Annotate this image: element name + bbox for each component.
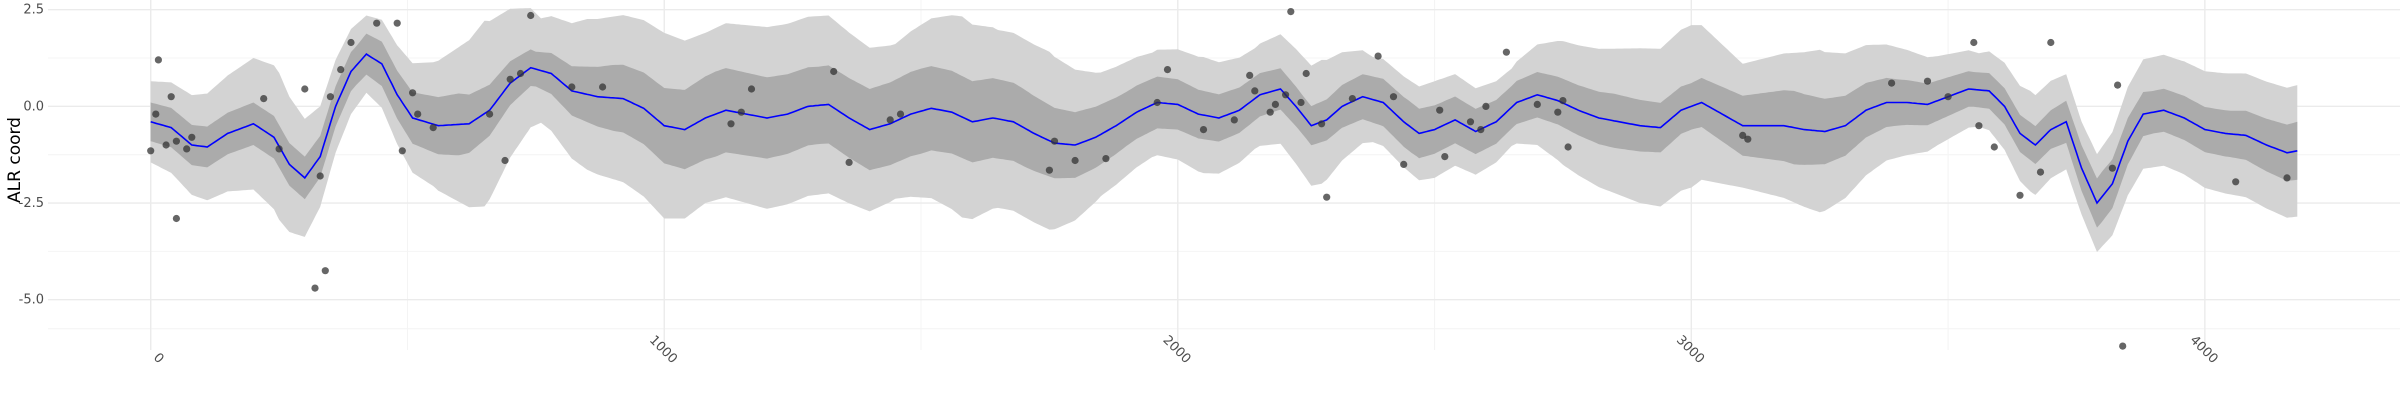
data-point (527, 11, 535, 20)
data-point (2016, 191, 2024, 199)
data-point (409, 89, 417, 97)
data-point (830, 67, 838, 76)
data-point (2108, 164, 2116, 172)
y-axis-title: ALR coord (5, 117, 25, 203)
y-tick-label: 0.0 (23, 99, 44, 114)
data-point (1271, 100, 1279, 108)
data-point (147, 147, 155, 155)
data-point (516, 69, 525, 78)
data-point (1282, 91, 1290, 99)
data-point (260, 95, 268, 103)
data-point (1739, 131, 1747, 139)
data-point (1050, 137, 1059, 145)
data-point (398, 147, 406, 155)
data-point (896, 110, 905, 118)
data-point (1441, 153, 1449, 161)
data-point (2232, 178, 2240, 186)
data-point (1923, 77, 1932, 85)
data-point (393, 19, 401, 27)
data-point (167, 93, 175, 101)
data-point (501, 156, 509, 165)
data-point (311, 284, 319, 292)
data-point (1199, 126, 1208, 134)
data-point (845, 158, 853, 166)
data-point (172, 214, 180, 223)
data-point (2119, 342, 2127, 350)
data-point (1970, 38, 1978, 47)
data-point (1071, 156, 1079, 165)
data-point (1559, 97, 1567, 105)
y-tick-label: 2.5 (23, 3, 44, 18)
data-point (1744, 135, 1752, 143)
data-point (275, 145, 283, 153)
data-point (1163, 66, 1172, 74)
data-point (737, 108, 745, 116)
data-point (1564, 143, 1572, 151)
data-point (301, 85, 309, 93)
data-point (1251, 87, 1259, 95)
data-point (1533, 100, 1541, 108)
data-point (1554, 108, 1562, 116)
data-point (2036, 168, 2045, 176)
data-point (1153, 98, 1161, 107)
data-point (506, 75, 514, 83)
data-point (1502, 48, 1510, 56)
data-point (1944, 93, 1952, 101)
data-point (1466, 118, 1475, 126)
data-point (2047, 38, 2055, 47)
data-point (1230, 116, 1238, 124)
data-point (1102, 155, 1110, 163)
data-point (747, 85, 756, 93)
data-point (183, 145, 191, 153)
data-point (1436, 106, 1444, 114)
data-point (1348, 95, 1356, 103)
mean-line (150, 53, 2298, 205)
data-point (599, 83, 607, 91)
data-point (414, 110, 422, 118)
data-point (727, 120, 735, 128)
data-point (347, 38, 355, 47)
data-point (1477, 126, 1485, 134)
data-point (1246, 71, 1254, 79)
data-point (1302, 69, 1310, 78)
data-point (2114, 81, 2122, 89)
data-point (1045, 166, 1053, 174)
data-point (486, 110, 494, 118)
data-point (154, 56, 162, 64)
data-point (1266, 108, 1274, 116)
data-point (321, 267, 329, 275)
y-tick-label: -5.0 (19, 293, 44, 308)
data-point (1482, 102, 1490, 110)
data-point (1975, 122, 1983, 130)
data-point (316, 172, 324, 180)
data-point (1297, 98, 1305, 107)
data-point (1323, 193, 1331, 201)
data-point (1990, 143, 1998, 151)
data-point (2283, 174, 2291, 182)
data-point (1400, 160, 1408, 168)
data-point (429, 124, 437, 132)
data-point (162, 141, 170, 149)
data-point (1888, 79, 1896, 87)
y-tick-label: -2.5 (19, 196, 44, 211)
data-point (568, 83, 576, 91)
data-point (326, 93, 334, 101)
data-point (188, 133, 196, 141)
data-point (152, 110, 160, 118)
data-points (147, 8, 2291, 350)
data-point (1389, 93, 1398, 101)
data-point (337, 66, 345, 74)
data-point (373, 19, 381, 27)
data-point (172, 137, 180, 145)
data-point (1318, 120, 1326, 128)
data-point (1374, 52, 1382, 60)
inner-credible-band (150, 33, 2298, 228)
data-point (886, 116, 894, 124)
y-tick-labels: 2.5 0.0 -2.5 -5.0 (19, 3, 44, 308)
data-point (1287, 8, 1295, 16)
